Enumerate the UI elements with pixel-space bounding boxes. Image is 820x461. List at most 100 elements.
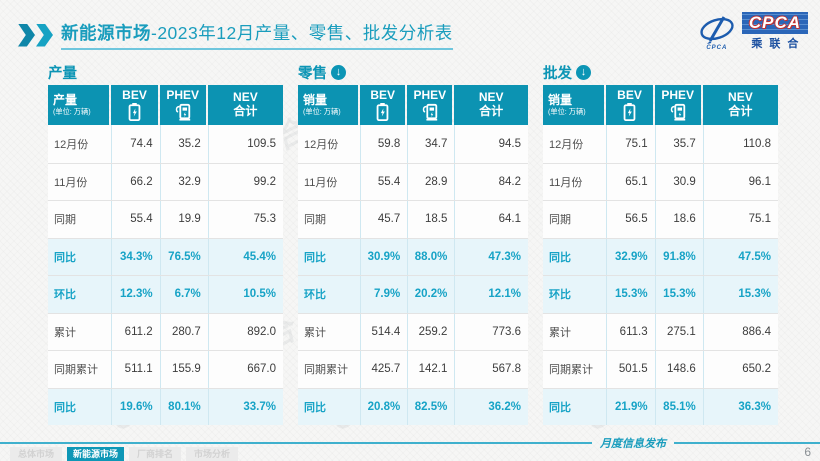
row-label: 同期 <box>304 214 326 227</box>
cell-value: 75.1 <box>606 125 654 163</box>
table-row: 环比 7.9% 20.2% 12.1% <box>298 275 528 313</box>
cell-value: 45.4% <box>207 238 283 275</box>
cell-value: 32.9% <box>606 238 654 275</box>
circle-down-arrow-icon: ↓ <box>331 64 346 80</box>
footer-tab-3[interactable]: 市场分析 <box>186 447 239 461</box>
production-table-card: 产量 ↓ 产量 (单位: 万辆) BEV PHEV <box>48 62 283 425</box>
cell-value: 20.2% <box>407 276 454 313</box>
battery-icon <box>128 103 141 122</box>
footer-tab-0[interactable]: 总体市场 <box>10 447 62 461</box>
table-row: 11月份 66.2 32.9 99.2 <box>48 162 283 200</box>
cell-value: 259.2 <box>407 313 454 350</box>
cell-value: 88.0% <box>407 238 454 275</box>
row-label: 12月份 <box>304 138 339 151</box>
cell-value: 611.3 <box>606 313 654 350</box>
cell-value: 148.6 <box>654 351 703 388</box>
table-header: 产量 (单位: 万辆) BEV PHEV NEV 合计 <box>48 85 283 125</box>
footer-tab-1[interactable]: 新能源市场 <box>67 447 125 461</box>
section-title-label: 产量 <box>48 65 77 82</box>
circle-down-arrow-icon: ↓ <box>576 64 591 80</box>
cell-value: 74.4 <box>111 125 159 163</box>
battery-icon <box>376 103 389 122</box>
cell-value: 75.3 <box>207 201 283 238</box>
cell-value: 12.3% <box>111 276 159 313</box>
row-label: 环比 <box>549 289 571 302</box>
charging-pump-icon <box>670 104 685 121</box>
table-row: 同期 56.5 18.6 75.1 <box>543 200 778 238</box>
page-title-highlight: 新能源市场 <box>61 23 151 43</box>
table-row: 12月份 59.8 34.7 94.5 <box>298 125 528 163</box>
cell-value: 32.9 <box>159 163 208 200</box>
double-chevron-icon <box>18 23 35 47</box>
cell-value: 34.3% <box>111 238 159 275</box>
footer-tab-2[interactable]: 厂商排名 <box>129 447 182 461</box>
cell-value: 611.2 <box>111 313 159 350</box>
cell-value: 80.1% <box>159 388 208 425</box>
row-label: 同期累计 <box>549 364 593 377</box>
page-title: 新能源市场-2023年12月产量、零售、批发分析表 <box>61 20 453 50</box>
header-unit: (单位: 万辆) <box>303 107 341 116</box>
charging-pump-icon <box>422 104 437 121</box>
table-row: 12月份 75.1 35.7 110.8 <box>543 125 778 163</box>
cell-value: 10.5% <box>207 276 283 313</box>
cell-value: 514.4 <box>360 313 407 350</box>
header-label: 产量 <box>53 92 78 107</box>
row-label: 11月份 <box>549 176 583 189</box>
table-body: 12月份 74.4 35.2 109.5 11月份 66.2 32.9 99.2 同期 55.4 1… <box>48 125 283 425</box>
cell-value: 275.1 <box>654 313 703 350</box>
cell-value: 18.5 <box>407 201 454 238</box>
cell-value: 76.5% <box>159 238 208 275</box>
cell-value: 35.2 <box>159 125 208 163</box>
cell-value: 501.5 <box>606 351 654 388</box>
header-cell-label: 销量 (单位: 万辆) <box>543 85 605 125</box>
cell-value: 19.6% <box>111 388 159 425</box>
cell-value: 886.4 <box>702 313 778 350</box>
cell-value: 30.9 <box>654 163 703 200</box>
row-label: 环比 <box>54 289 76 302</box>
cell-value: 28.9 <box>407 163 454 200</box>
table-row: 环比 12.3% 6.7% 10.5% <box>48 275 283 313</box>
header-cell-bev: BEV <box>360 85 406 125</box>
row-label: 同比 <box>304 251 326 264</box>
section-title-label: 零售 <box>298 65 327 82</box>
cell-value: 85.1% <box>654 388 703 425</box>
table-row: 同期累计 501.5 148.6 650.2 <box>543 350 778 388</box>
row-label: 同期 <box>54 214 76 227</box>
cell-value: 667.0 <box>207 351 283 388</box>
row-label: 同比 <box>54 251 76 264</box>
cell-value: 94.5 <box>454 125 528 163</box>
row-label: 同期累计 <box>304 364 348 377</box>
cell-value: 567.8 <box>454 351 528 388</box>
table-row: 同期累计 425.7 142.1 567.8 <box>298 350 528 388</box>
row-label: 累计 <box>304 326 326 339</box>
double-chevron-icon <box>36 23 53 47</box>
page-title-rest: -2023年12月产量、零售、批发分析表 <box>151 23 453 43</box>
header-cell-phev: PHEV <box>654 85 701 125</box>
logo-caption: CPCA <box>706 45 728 51</box>
retail-table-card: 零售 ↓ 销量 (单位: 万辆) BEV PHEV <box>298 62 528 425</box>
cell-value: 773.6 <box>454 313 528 350</box>
table-row: 同期 45.7 18.5 64.1 <box>298 200 528 238</box>
cell-value: 65.1 <box>606 163 654 200</box>
header-cell-phev: PHEV <box>407 85 453 125</box>
table-row: 累计 514.4 259.2 773.6 <box>298 312 528 350</box>
header-cell-bev: BEV <box>111 85 158 125</box>
table-row: 同期累计 511.1 155.9 667.0 <box>48 350 283 388</box>
cell-value: 59.8 <box>360 125 407 163</box>
table-row: 11月份 65.1 30.9 96.1 <box>543 162 778 200</box>
row-label: 同比 <box>549 251 571 264</box>
cell-value: 7.9% <box>360 276 407 313</box>
table-body: 12月份 59.8 34.7 94.5 11月份 55.4 28.9 84.2 同期 45.7 18… <box>298 125 528 425</box>
cell-value: 280.7 <box>159 313 208 350</box>
section-title-label: 批发 <box>543 65 572 82</box>
cell-value: 96.1 <box>702 163 778 200</box>
cell-value: 66.2 <box>111 163 159 200</box>
cell-value: 15.3% <box>654 276 703 313</box>
footer-caption: 月度信息发布 <box>600 438 666 450</box>
row-label: 11月份 <box>304 176 338 189</box>
row-label: 同期累计 <box>54 364 98 377</box>
cell-value: 650.2 <box>702 351 778 388</box>
header-label: 销量 <box>303 92 328 107</box>
cell-value: 91.8% <box>654 238 703 275</box>
table-header: 销量 (单位: 万辆) BEV PHEV NEV 合计 <box>298 85 528 125</box>
